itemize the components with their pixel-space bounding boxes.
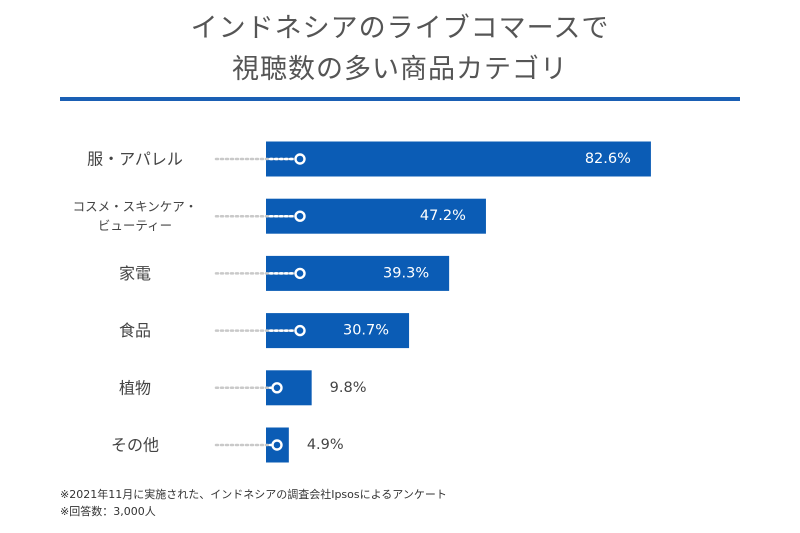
data-label: 47.2% bbox=[420, 208, 466, 224]
bar-marker bbox=[294, 324, 306, 337]
data-label: 82.6% bbox=[585, 151, 631, 167]
category-label: ビューティー bbox=[98, 218, 172, 233]
bar-marker bbox=[271, 382, 283, 394]
category-label: 服・アパレル bbox=[87, 150, 183, 169]
bar-marker bbox=[271, 439, 283, 451]
bar bbox=[266, 141, 651, 177]
chart-title-line-2: 視聴数の多い商品カテゴリ bbox=[232, 54, 568, 85]
category-label: 植物 bbox=[119, 378, 151, 397]
data-label: 39.3% bbox=[383, 265, 429, 281]
bar-marker bbox=[294, 267, 306, 280]
bar-marker bbox=[294, 153, 306, 165]
footnote-sample-size: ※回答数：3,000人 bbox=[60, 505, 156, 518]
data-label: 9.8% bbox=[330, 380, 367, 396]
chart-title-line-1: インドネシアのライブコマースで bbox=[190, 13, 610, 44]
category-label: 食品 bbox=[119, 321, 151, 340]
chart-title: インドネシアのライブコマースで 視聴数の多い商品カテゴリ bbox=[0, 8, 800, 90]
category-label: 家電 bbox=[119, 264, 151, 283]
footnotes: ※2021年11月に実施された、インドネシアの調査会社Ipsosによるアンケート… bbox=[60, 486, 447, 520]
data-label: 4.9% bbox=[307, 437, 344, 453]
category-label: コスメ・スキンケア・ bbox=[73, 199, 198, 214]
footnote-source: ※2021年11月に実施された、インドネシアの調査会社Ipsosによるアンケート bbox=[60, 488, 447, 501]
bar-marker bbox=[294, 210, 306, 222]
data-label: 30.7% bbox=[343, 323, 389, 339]
category-label: その他 bbox=[111, 436, 159, 455]
title-divider bbox=[60, 97, 740, 101]
